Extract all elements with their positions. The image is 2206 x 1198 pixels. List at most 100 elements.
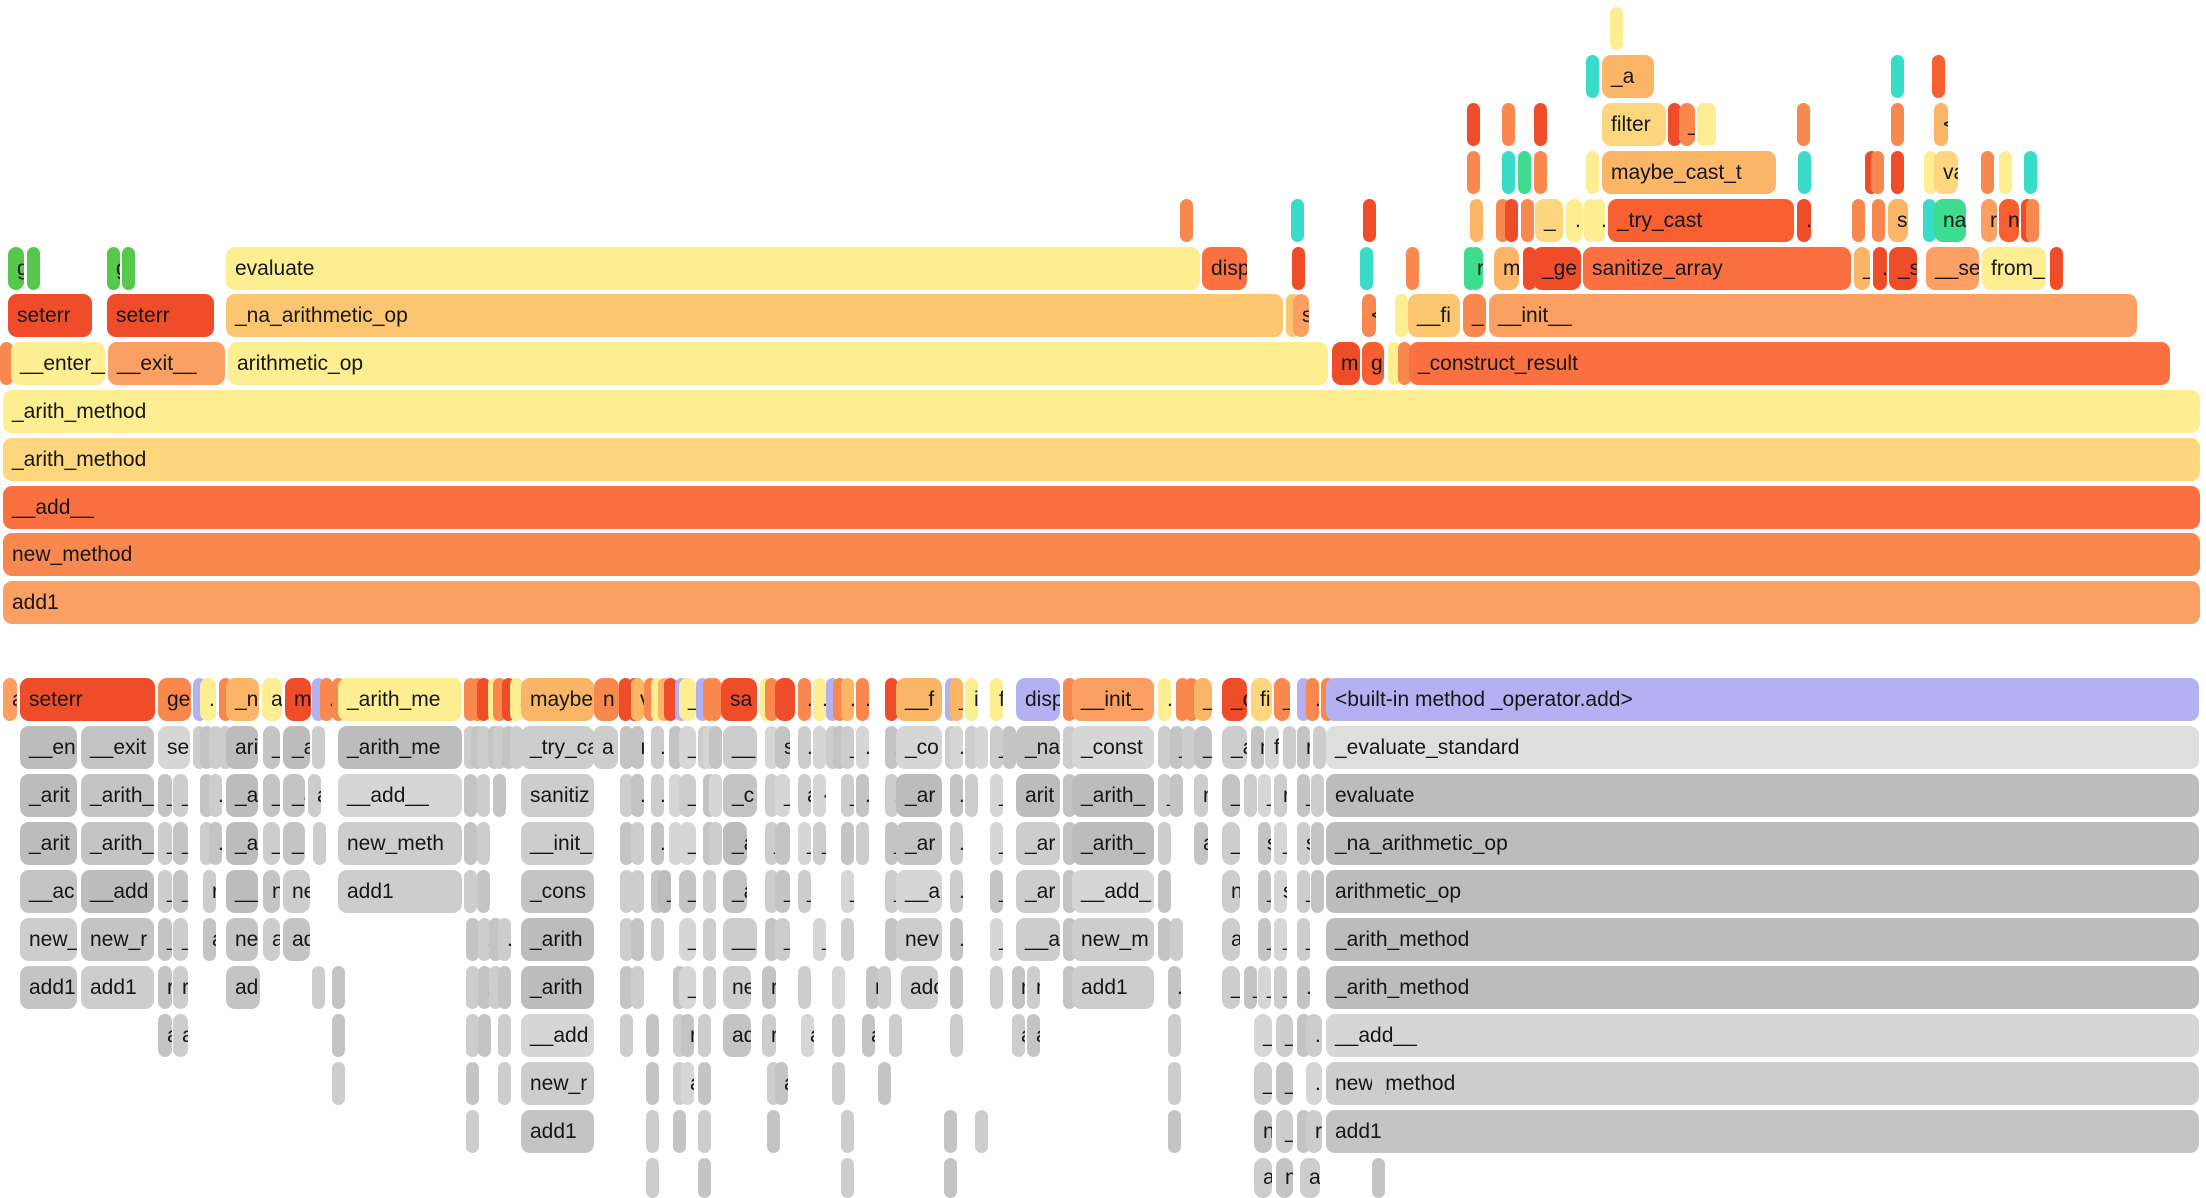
frame-ne[interactable]: ne [723,966,751,1009]
frame-sliver[interactable] [2026,199,2039,242]
frame-__f[interactable]: __f [896,678,942,721]
frame-sliver[interactable]: . [813,678,826,721]
frame-_arith_method[interactable]: _arith_method [3,390,2200,433]
frame-sliver[interactable]: . [631,774,644,817]
frame-_a[interactable]: _a [226,774,258,817]
frame-__se[interactable]: __se [1926,247,1979,290]
frame-sliver[interactable] [312,726,325,769]
frame-sliver[interactable] [1586,151,1599,194]
frame-_[interactable]: _ [173,870,188,913]
frame-_a[interactable]: _a [1222,726,1247,769]
frame-sliver[interactable] [1999,151,2012,194]
frame-fi[interactable]: fi [1251,678,1272,721]
frame-_[interactable]: _ [1194,678,1212,721]
frame-from_[interactable]: from_ [1982,247,2046,290]
frame-va[interactable]: va [1934,151,1958,194]
frame-sliver[interactable] [950,1014,963,1057]
frame-sliver[interactable]: . [856,774,869,817]
frame-_[interactable]: _ [158,918,172,961]
frame-new_method[interactable]: new_method [1326,1062,2199,1105]
frame-_[interactable]: _ [263,774,280,817]
frame-sliver[interactable] [620,870,633,913]
frame-sliver[interactable]: . [320,678,333,721]
frame-_ge[interactable]: _ge [1533,247,1581,290]
frame-m[interactable]: m [1494,247,1519,290]
frame-g[interactable]: g [8,247,24,290]
frame-sliver[interactable]: . [856,726,869,769]
frame-built-in-method-_operator-add[interactable]: <built-in method _operator.add> [1326,678,2199,721]
frame-sliver[interactable] [510,726,523,769]
frame-sa[interactable]: sa [721,678,757,721]
frame-__add[interactable]: __add [521,1014,594,1057]
frame-s[interactable]: s [1297,822,1310,865]
frame-_arith_method[interactable]: _arith_method [1326,918,2199,961]
frame-sliver[interactable] [1168,1110,1181,1153]
frame-sliver[interactable] [703,918,716,961]
frame-sliver[interactable]: . [200,678,216,721]
frame-_[interactable]: _ [679,822,696,865]
frame-add1[interactable]: add1 [521,1110,594,1153]
frame-_a[interactable]: _a [226,822,258,865]
frame-sliver[interactable]: . [209,774,222,817]
frame-n[interactable]: n [263,870,280,913]
frame-_try_ca[interactable]: _try_ca [521,726,594,769]
frame-_[interactable]: _ [1276,1062,1293,1105]
frame-sliver[interactable]: . [1306,1014,1322,1057]
frame-sliver[interactable] [0,342,13,385]
frame-__fi[interactable]: __fi [1408,294,1460,337]
frame-sliver[interactable] [620,726,633,769]
frame-_arith_me[interactable]: _arith_me [338,726,462,769]
frame-_s[interactable]: _s [1889,247,1917,290]
frame-_na[interactable]: _na [1016,726,1060,769]
frame-_[interactable]: _ [1244,966,1257,1009]
frame-ad[interactable]: ad [283,918,310,961]
frame-sliver[interactable] [122,247,135,290]
frame-_construct_result[interactable]: _construct_result [1409,342,2170,385]
frame-sliver[interactable] [703,870,716,913]
frame-_[interactable]: _ [1158,774,1171,817]
frame-sliver[interactable] [620,822,633,865]
frame-sliver[interactable] [498,966,511,1009]
frame-sliver[interactable] [2050,247,2063,290]
frame-_ar[interactable]: _ar [896,822,942,865]
frame-__add_[interactable]: __add_ [1072,870,1154,913]
frame-s[interactable]: s [1293,294,1309,337]
frame-sliver[interactable]: . [1797,199,1811,242]
frame-_[interactable]: _ [283,822,305,865]
frame-_cons[interactable]: _cons [521,870,594,913]
frame-new_r[interactable]: new_r [81,918,154,961]
frame-s[interactable]: s [1274,870,1287,913]
frame-a[interactable]: a [3,678,17,721]
frame-sliver[interactable] [885,918,898,961]
frame-r[interactable]: r [173,966,188,1009]
frame-ad[interactable]: ad [723,1014,751,1057]
frame-sliver[interactable] [620,918,633,961]
frame-sliver[interactable]: < [1362,294,1376,337]
frame-na[interactable]: na [1934,199,1966,242]
frame-sliver[interactable] [1872,199,1885,242]
frame-n[interactable]: n [1999,199,2019,242]
frame-sliver[interactable] [1523,247,1536,290]
frame-sliver[interactable] [1467,103,1480,146]
frame-sliver[interactable] [1505,199,1518,242]
frame-sliver[interactable] [1182,726,1195,769]
frame-_[interactable]: _ [263,822,280,865]
frame-sliver[interactable] [885,678,898,721]
frame-sliver[interactable] [1534,151,1547,194]
frame-_arit[interactable]: _arit [20,774,77,817]
frame-_[interactable]: _ [1258,966,1271,1009]
frame-sliver[interactable]: . [798,678,811,721]
frame-_co[interactable]: _co [896,726,942,769]
frame-sliver[interactable] [477,822,490,865]
frame-sliver[interactable] [620,1014,633,1057]
frame-sliver[interactable] [1797,103,1810,146]
frame-sliver[interactable] [878,966,891,1009]
frame-s[interactable]: s [775,726,790,769]
frame-__en[interactable]: __en [20,726,77,769]
frame-n[interactable]: n [1251,726,1264,769]
frame-_n[interactable]: _n [226,678,259,721]
frame-sliver[interactable] [950,966,963,1009]
frame-sliver[interactable] [709,726,722,769]
frame-seterr[interactable]: seterr [20,678,155,721]
